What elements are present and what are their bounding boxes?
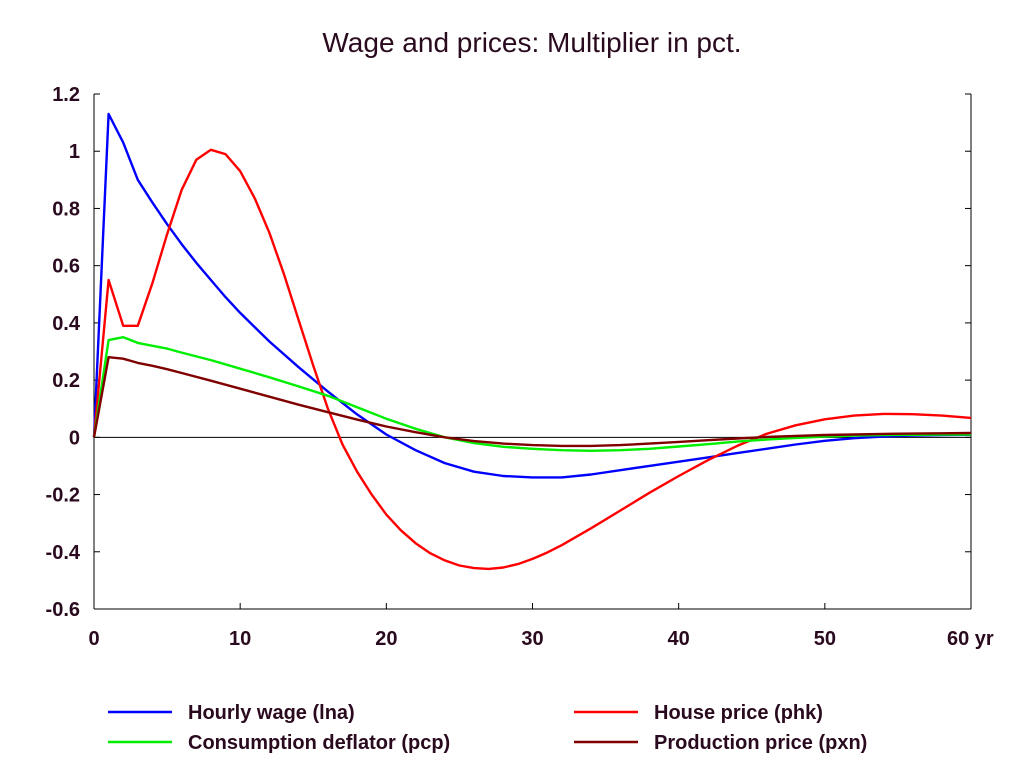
x-tick-label: 0: [88, 628, 99, 650]
x-tick-label: 10: [229, 628, 251, 650]
x-tick-label: 40: [668, 628, 690, 650]
plot-frame: [93, 94, 972, 610]
y-tick-label: 0: [69, 427, 80, 449]
series-lines: [92, 112, 972, 571]
series-line: [92, 356, 972, 448]
x-tick-label: 20: [375, 628, 397, 650]
series-line: [92, 336, 971, 452]
legend-label: Production price (pxn): [654, 732, 867, 754]
y-tick-label: 0.4: [52, 313, 81, 335]
y-axis: -0.6 -0.4 -0.2 0 0.2 0.4 0.6 0.8 1 1.2: [46, 84, 971, 621]
y-tick-label: -0.2: [46, 485, 80, 507]
legend-label: Hourly wage (lna): [188, 702, 355, 724]
x-tick-label: 30: [521, 628, 543, 650]
y-tick-label: 1.2: [52, 84, 80, 106]
legend-label: Consumption deflator (pcp): [188, 732, 450, 754]
legend-label: House price (phk): [654, 702, 823, 724]
y-tick-label: -0.4: [46, 542, 81, 564]
x-tick-label: 60 yr: [947, 628, 994, 650]
chart-title: Wage and prices: Multiplier in pct.: [322, 27, 741, 58]
series-line: [92, 148, 972, 571]
series-line: [92, 112, 972, 479]
y-tick-label: 0.8: [52, 198, 80, 220]
y-tick-label: 0.2: [52, 370, 80, 392]
y-tick-label: -0.6: [46, 599, 80, 621]
x-tick-label: 50: [814, 628, 836, 650]
x-axis: 0 10 20 30 40 50 60 yr: [88, 603, 994, 650]
legend: Hourly wage (lna) House price (phk) Consum…: [108, 702, 867, 754]
y-tick-label: 0.6: [52, 256, 80, 278]
y-tick-label: 1: [69, 141, 80, 163]
